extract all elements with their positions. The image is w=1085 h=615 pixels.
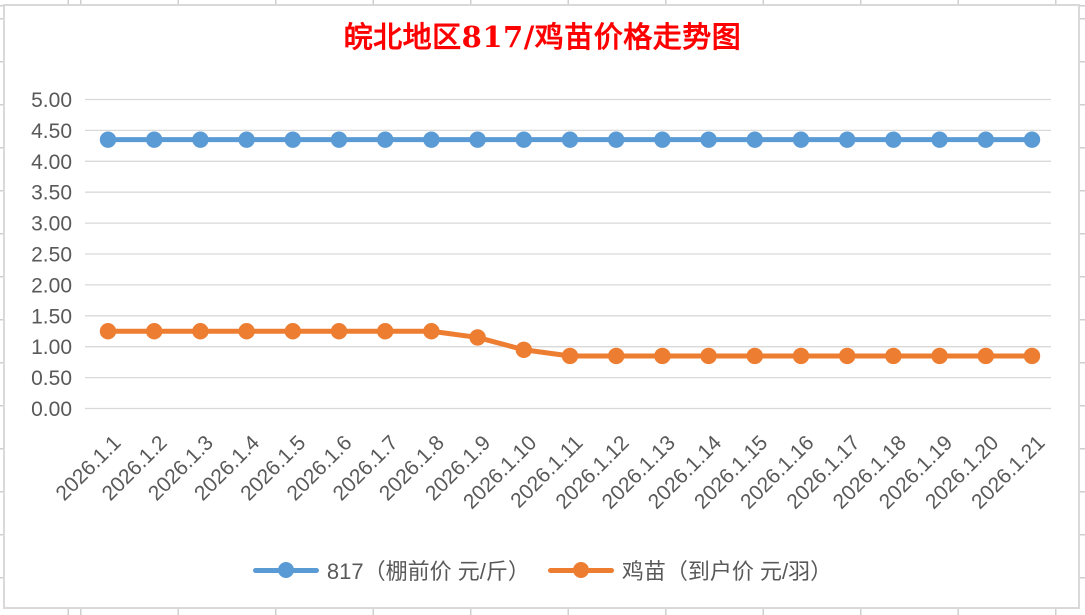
- data-point-marker[interactable]: [238, 131, 255, 148]
- data-point-marker[interactable]: [700, 131, 717, 148]
- data-point-marker[interactable]: [330, 323, 348, 340]
- y-axis-tick-label: 0.00: [31, 398, 72, 421]
- data-point-marker[interactable]: [839, 347, 856, 365]
- series-jimiao[interactable]: [99, 323, 1041, 365]
- legend-label-817: 817（棚前价 元/斤）: [326, 559, 530, 584]
- y-axis-labels: 0.00 0.50 1.00 1.50 2.00 2.50 3.00 3.50 4.00 4.50…: [31, 89, 72, 421]
- data-point-marker[interactable]: [99, 323, 117, 340]
- data-point-marker[interactable]: [284, 131, 301, 148]
- data-point-marker[interactable]: [469, 131, 486, 148]
- data-point-marker[interactable]: [839, 131, 856, 148]
- data-point-marker[interactable]: [608, 347, 625, 365]
- y-axis-tick-label: 3.50: [31, 182, 72, 205]
- legend-item-jimiao[interactable]: 鸡苗（到户价 元/羽）: [547, 554, 833, 586]
- legend-item-817[interactable]: 817（棚前价 元/斤）: [252, 554, 530, 586]
- y-axis-tick-label: 3.00: [31, 213, 72, 236]
- data-point-marker[interactable]: [931, 347, 948, 365]
- data-point-marker[interactable]: [654, 131, 671, 148]
- data-point-marker[interactable]: [1023, 131, 1041, 148]
- data-point-marker[interactable]: [746, 131, 763, 148]
- data-point-marker[interactable]: [192, 323, 209, 340]
- data-point-marker[interactable]: [608, 131, 625, 148]
- data-point-marker[interactable]: [377, 323, 394, 340]
- x-axis-labels: 2026.1.12026.1.22026.1.32026.1.42026.1.5…: [51, 431, 1049, 514]
- data-point-marker[interactable]: [146, 131, 163, 148]
- data-point-marker[interactable]: [561, 131, 579, 148]
- data-point-marker[interactable]: [284, 323, 301, 340]
- y-axis-tick-label: 1.00: [31, 336, 72, 359]
- legend-marker-icon-orange: [572, 562, 589, 578]
- data-point-marker[interactable]: [515, 131, 532, 148]
- data-point-marker[interactable]: [885, 131, 902, 148]
- data-point-marker[interactable]: [423, 323, 440, 340]
- y-axis-tick-label: 4.50: [31, 120, 72, 143]
- data-point-marker[interactable]: [885, 347, 902, 365]
- data-point-marker[interactable]: [977, 347, 994, 365]
- data-point-marker[interactable]: [377, 131, 394, 148]
- data-point-marker[interactable]: [561, 347, 579, 365]
- gridlines: [85, 98, 1051, 410]
- y-axis-tick-label: 2.00: [31, 274, 72, 297]
- data-point-marker[interactable]: [515, 341, 532, 358]
- y-axis-tick-label: 0.50: [31, 367, 72, 390]
- data-point-marker[interactable]: [792, 131, 810, 148]
- y-axis-tick-label: 5.00: [31, 89, 72, 112]
- data-point-marker[interactable]: [792, 347, 810, 365]
- chart-title[interactable]: 皖北地区817/鸡苗价格走势图: [343, 20, 742, 54]
- y-axis-tick-label: 1.50: [31, 305, 72, 328]
- data-point-marker[interactable]: [746, 347, 763, 365]
- y-axis-tick-label: 2.50: [31, 244, 72, 267]
- data-point-marker[interactable]: [192, 131, 209, 148]
- data-point-marker[interactable]: [99, 131, 117, 148]
- chart-frame[interactable]: [3, 4, 1080, 609]
- legend-swatch-jimiao: [547, 561, 614, 579]
- chart-legend: 817（棚前价 元/斤） 鸡苗（到户价 元/羽）: [0, 554, 1085, 586]
- legend-label-jimiao: 鸡苗（到户价 元/羽）: [621, 559, 833, 584]
- data-point-marker[interactable]: [423, 131, 440, 148]
- series-817[interactable]: [99, 131, 1041, 148]
- data-point-marker[interactable]: [330, 131, 348, 148]
- y-axis-tick-label: 4.00: [31, 151, 72, 174]
- data-point-marker[interactable]: [931, 131, 948, 148]
- data-point-marker[interactable]: [977, 131, 994, 148]
- legend-swatch-817: [252, 561, 319, 579]
- data-point-marker[interactable]: [238, 323, 255, 340]
- data-point-marker[interactable]: [654, 347, 671, 365]
- data-point-marker[interactable]: [1023, 347, 1041, 365]
- data-point-marker[interactable]: [700, 347, 717, 365]
- data-point-marker[interactable]: [146, 323, 163, 340]
- data-point-marker[interactable]: [469, 329, 486, 346]
- legend-marker-icon-blue: [277, 562, 294, 578]
